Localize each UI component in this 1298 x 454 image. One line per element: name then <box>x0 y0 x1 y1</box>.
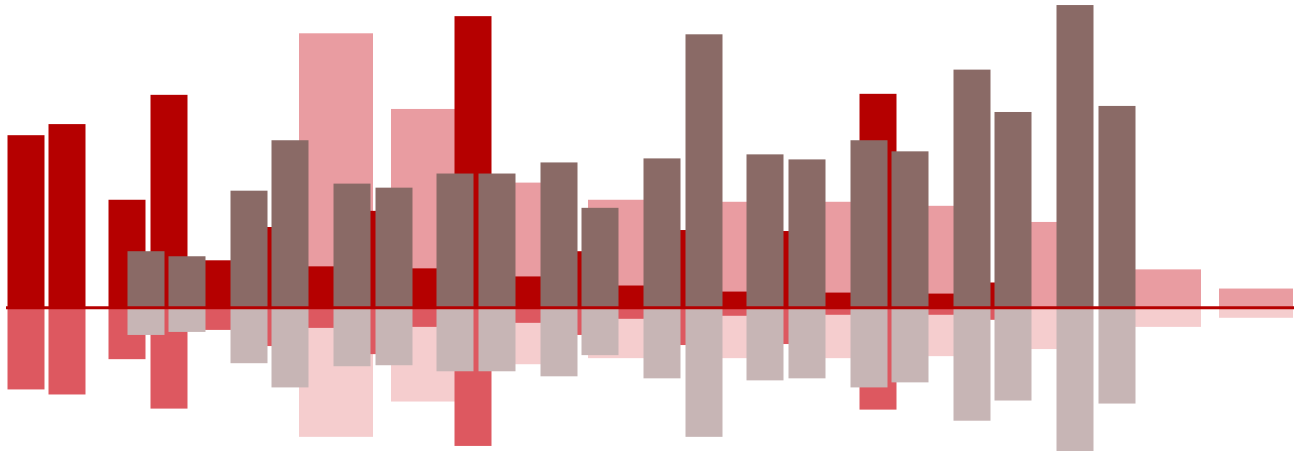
bar-middle-down-0 <box>7 307 45 390</box>
bar-front-up-11 <box>685 34 723 308</box>
bar-front-up-9 <box>581 207 619 308</box>
bar-back-down-8 <box>1127 307 1201 327</box>
bar-middle-down-1 <box>48 307 86 395</box>
bar-front-up-3 <box>271 140 309 308</box>
bar-front-down-17 <box>994 307 1032 401</box>
bar-front-down-9 <box>581 307 619 356</box>
bar-front-up-6 <box>436 173 474 308</box>
bar-front-up-12 <box>746 154 784 308</box>
bar-front-down-12 <box>746 307 784 381</box>
bar-middle-up-1 <box>48 124 86 308</box>
bar-middle-down-10 <box>509 307 547 323</box>
bar-middle-down-4 <box>201 307 239 330</box>
bar-middle-down-14 <box>716 307 754 316</box>
bar-front-down-1 <box>168 307 206 332</box>
bar-front-up-17 <box>994 111 1032 308</box>
bar-front-up-14 <box>850 140 888 308</box>
bar-front-down-13 <box>788 307 826 379</box>
bar-middle-down-18 <box>922 307 960 315</box>
bar-front-up-8 <box>540 162 578 308</box>
bar-front-down-6 <box>436 307 474 372</box>
bar-front-down-16 <box>953 307 991 421</box>
bar-front-down-10 <box>643 307 681 379</box>
bar-front-down-18 <box>1056 307 1094 451</box>
bar-front-up-5 <box>375 187 413 308</box>
bar-middle-down-12 <box>612 307 650 319</box>
bar-front-up-13 <box>788 159 826 308</box>
bar-front-up-2 <box>230 190 268 308</box>
bar-front-up-15 <box>891 151 929 308</box>
bar-front-down-2 <box>230 307 268 364</box>
bar-front-up-4 <box>333 183 371 308</box>
bar-front-down-7 <box>478 307 516 372</box>
bar-front-down-0 <box>127 307 165 335</box>
bar-middle-down-8 <box>406 307 444 327</box>
bar-back-down-9 <box>1219 307 1293 318</box>
bar-middle-down-16 <box>819 307 857 315</box>
bar-front-down-4 <box>333 307 371 367</box>
bar-middle-down-6 <box>304 307 342 328</box>
bar-middle-up-14 <box>716 291 754 308</box>
bar-front-up-18 <box>1056 5 1094 308</box>
bar-front-up-10 <box>643 158 681 308</box>
bar-front-down-8 <box>540 307 578 377</box>
bar-front-up-16 <box>953 69 991 308</box>
bar-front-down-15 <box>891 307 929 383</box>
bar-middle-up-10 <box>509 276 547 308</box>
series-front <box>127 5 1136 451</box>
bar-front-up-0 <box>127 251 165 308</box>
bar-front-up-19 <box>1098 105 1136 308</box>
bar-front-down-14 <box>850 307 888 388</box>
bar-front-down-5 <box>375 307 413 366</box>
bar-back-up-8 <box>1127 269 1201 308</box>
bar-front-up-7 <box>478 173 516 308</box>
bar-back-up-9 <box>1219 288 1293 308</box>
bar-middle-up-0 <box>7 135 45 308</box>
bar-middle-up-16 <box>819 292 857 308</box>
bar-front-down-11 <box>685 307 723 437</box>
bar-middle-up-12 <box>612 285 650 308</box>
bar-middle-up-18 <box>922 293 960 308</box>
bar-front-down-19 <box>1098 307 1136 404</box>
bar-front-up-1 <box>168 256 206 308</box>
bar-front-down-3 <box>271 307 309 388</box>
